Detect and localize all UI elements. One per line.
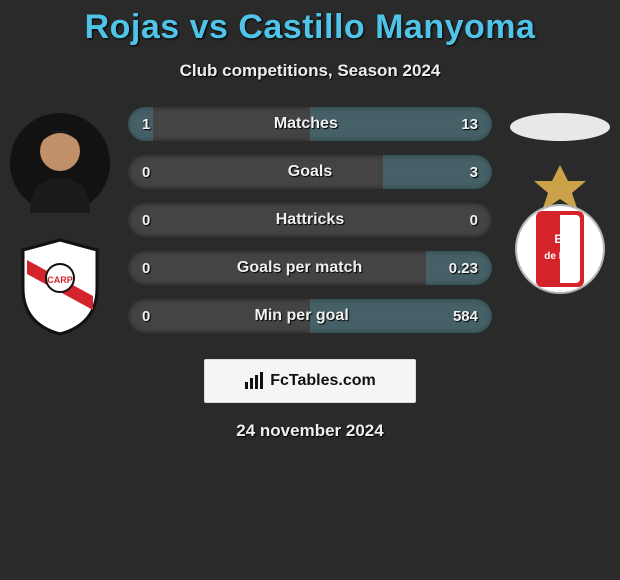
brand-badge[interactable]: FcTables.com	[204, 359, 416, 403]
stat-left-value: 0	[142, 164, 150, 181]
right-player-photo	[510, 113, 610, 141]
stat-row: 1Matches13	[128, 107, 492, 141]
stat-left-value: 0	[142, 308, 150, 325]
left-player-photo	[10, 113, 110, 213]
stat-label: Min per goal	[150, 307, 453, 325]
avatar-icon	[10, 113, 110, 213]
subtitle: Club competitions, Season 2024	[180, 61, 441, 81]
stat-label: Hattricks	[150, 211, 469, 229]
stat-row: 0Goals3	[128, 155, 492, 189]
stat-label: Goals per match	[150, 259, 448, 277]
stat-right-value: 0.23	[449, 260, 478, 277]
stat-right-value: 584	[453, 308, 478, 325]
shield-icon: CARP	[15, 236, 105, 336]
stat-row: 0Hattricks0	[128, 203, 492, 237]
shield-icon: E. de L.P.	[510, 165, 610, 295]
main-row: CARP 1Matches130Goals30Hattricks00Goals …	[0, 107, 620, 341]
bars-icon	[244, 372, 264, 390]
stat-label: Goals	[150, 163, 469, 181]
stat-row: 0Min per goal584	[128, 299, 492, 333]
date-label: 24 november 2024	[236, 421, 383, 441]
stat-right-value: 13	[461, 116, 478, 133]
stat-left-value: 0	[142, 212, 150, 229]
svg-text:de L.P.: de L.P.	[544, 251, 576, 262]
stat-left-value: 0	[142, 260, 150, 277]
svg-text:CARP: CARP	[47, 275, 73, 285]
stat-left-value: 1	[142, 116, 150, 133]
stats-list: 1Matches130Goals30Hattricks00Goals per m…	[120, 107, 500, 333]
left-side: CARP	[0, 107, 120, 341]
stat-right-value: 0	[470, 212, 478, 229]
page-title: Rojas vs Castillo Manyoma	[85, 8, 536, 47]
stat-right-value: 3	[470, 164, 478, 181]
right-club-badge: E. de L.P.	[510, 175, 610, 285]
stat-label: Matches	[150, 115, 461, 133]
svg-text:E.: E.	[554, 232, 565, 246]
stat-row: 0Goals per match0.23	[128, 251, 492, 285]
brand-text: FcTables.com	[270, 372, 376, 390]
right-side: E. de L.P.	[500, 107, 620, 285]
left-club-badge: CARP	[10, 231, 110, 341]
comparison-card: Rojas vs Castillo Manyoma Club competiti…	[0, 0, 620, 441]
